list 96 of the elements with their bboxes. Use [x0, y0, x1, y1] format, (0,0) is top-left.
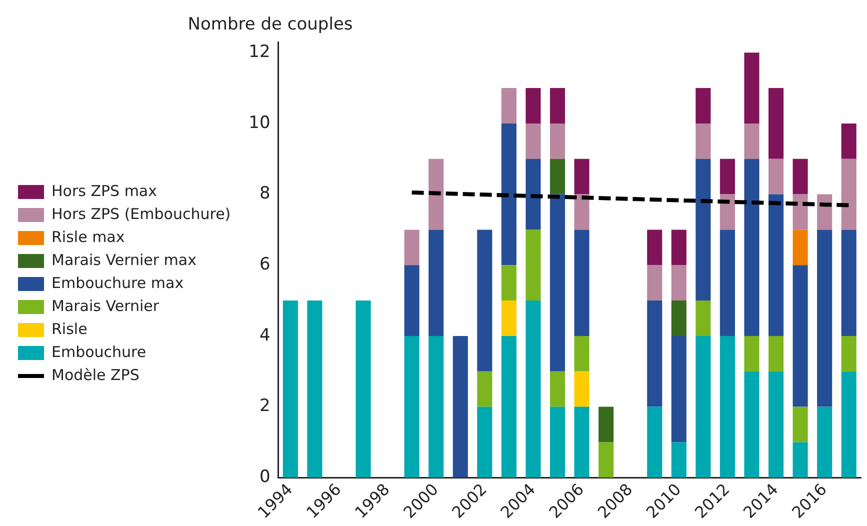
- bar: [282, 300, 298, 478]
- legend-label: Marais Vernier: [52, 296, 160, 315]
- bar: [477, 230, 492, 372]
- bar: [526, 88, 541, 124]
- bar: [744, 371, 760, 478]
- bar: [696, 158, 711, 301]
- bar: [768, 88, 784, 159]
- legend-label: Embouchure: [52, 342, 146, 361]
- bar: [428, 158, 444, 230]
- bar: [841, 371, 856, 478]
- bar: [792, 194, 808, 230]
- y-tick-label: 6: [259, 254, 270, 275]
- bar: [550, 371, 566, 407]
- bar: [501, 88, 516, 124]
- bar: [841, 336, 856, 372]
- bar: [792, 158, 808, 194]
- legend-label: Hors ZPS (Embouchure): [52, 204, 231, 223]
- legend-label: Modèle ZPS: [52, 366, 140, 384]
- bar: [550, 406, 566, 478]
- bar: [501, 300, 516, 336]
- bar: [574, 230, 590, 336]
- bar: [404, 265, 420, 336]
- y-tick-label: 8: [259, 184, 270, 204]
- bar: [501, 265, 516, 301]
- bar: [792, 442, 808, 478]
- bar: [477, 406, 492, 478]
- bar: [574, 158, 590, 194]
- bar: [792, 265, 808, 407]
- bar: [452, 336, 468, 478]
- bar: [744, 336, 760, 372]
- bar: [501, 123, 516, 266]
- bar: [477, 371, 492, 407]
- bar: [574, 371, 590, 407]
- bar: [841, 123, 856, 159]
- legend-label: Risle max: [52, 228, 125, 246]
- bar: [671, 300, 686, 336]
- bar: [526, 123, 541, 159]
- bar: [671, 230, 686, 266]
- bar: [550, 194, 566, 372]
- y-tick-label: 12: [248, 42, 270, 62]
- bar: [526, 300, 541, 478]
- bar: [817, 406, 832, 478]
- y-tick-label: 2: [259, 396, 270, 416]
- bar: [671, 265, 686, 301]
- legend-label: Hors ZPS max: [52, 182, 158, 200]
- bar: [768, 194, 784, 336]
- bar: [428, 336, 444, 478]
- bar: [647, 230, 662, 266]
- bar: [428, 230, 444, 336]
- bar: [550, 88, 566, 124]
- bar: [792, 230, 808, 266]
- bar: [768, 158, 784, 194]
- bar: [598, 442, 614, 478]
- bar: [744, 52, 760, 124]
- bar: [720, 336, 735, 478]
- bar: [647, 265, 662, 301]
- bar: [720, 194, 735, 230]
- bar: [744, 158, 760, 336]
- bar: [720, 230, 735, 336]
- bar: [574, 406, 590, 478]
- bar: [647, 406, 662, 478]
- bar: [356, 300, 371, 478]
- legend-label: Risle: [52, 320, 88, 338]
- bar: [696, 336, 711, 478]
- bar: [526, 158, 541, 230]
- bar: [720, 158, 735, 194]
- bar: [768, 336, 784, 372]
- bar: [574, 194, 590, 230]
- y-tick-label: 4: [259, 325, 270, 346]
- bar: [598, 406, 614, 442]
- bar: [550, 158, 566, 194]
- y-tick-label: 0: [259, 467, 270, 488]
- legend-label: Marais Vernier max: [52, 250, 197, 269]
- bar: [574, 336, 590, 372]
- bar: [404, 230, 420, 266]
- legend-label: Embouchure max: [52, 274, 184, 292]
- bar: [404, 336, 420, 478]
- y-tick-label: 10: [248, 112, 270, 133]
- bar: [647, 300, 662, 407]
- bar: [696, 300, 711, 336]
- bar: [768, 371, 784, 478]
- bar: [671, 336, 686, 442]
- bar: [526, 230, 541, 301]
- bar: [817, 230, 832, 407]
- bar: [792, 406, 808, 442]
- bar: [501, 336, 516, 478]
- bar: [696, 123, 711, 159]
- line-series: [410, 190, 851, 208]
- bar: [841, 230, 856, 336]
- bar: [696, 88, 711, 124]
- bar: [307, 300, 322, 478]
- y-axis-title: Nombre de couples: [188, 14, 353, 34]
- bar: [550, 123, 566, 159]
- bar: [671, 442, 686, 478]
- bar: [841, 158, 856, 230]
- bar: [744, 123, 760, 159]
